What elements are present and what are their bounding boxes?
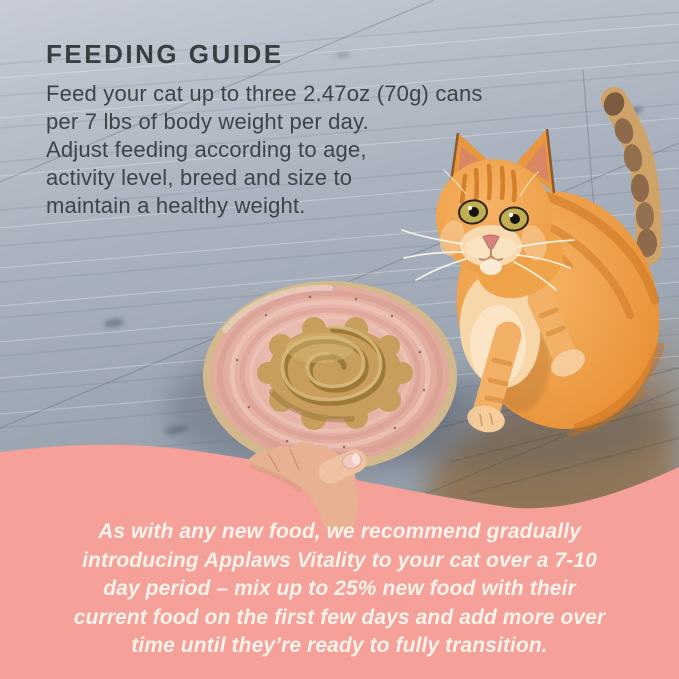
cat-mouth <box>479 248 503 261</box>
cat-eyes <box>458 199 529 232</box>
hand-illustration <box>247 442 367 533</box>
intro-line: activity level, breed and size to <box>46 165 353 190</box>
intro-line: maintain a healthy weight. <box>46 193 306 218</box>
forehead-stripes <box>459 163 517 205</box>
intro-line: Feed your cat up to three 2.47oz (70g) c… <box>46 81 483 106</box>
note-line: introducing Applaws Vitality to your cat… <box>82 548 597 572</box>
cat-nose <box>482 234 500 250</box>
food-swirl <box>257 317 413 430</box>
cat-tail <box>601 87 662 265</box>
pink-wave <box>0 444 679 679</box>
ginger-cat-illustration <box>360 87 670 473</box>
transition-note: As with any new food, we recommend gradu… <box>8 518 671 661</box>
intro-line: per 7 lbs of body weight per day. <box>46 109 369 134</box>
cat-head <box>401 128 575 299</box>
cat-paw <box>467 405 505 433</box>
note-line: As with any new food, we recommend gradu… <box>98 520 581 543</box>
note-line: day period – mix up to 25% new food with… <box>103 577 576 600</box>
cat-front-legs <box>467 287 585 433</box>
note-line: time until they’re ready to fully transi… <box>131 634 548 657</box>
page-title: FEEDING GUIDE <box>46 39 284 69</box>
note-line: current food on the first few days and a… <box>73 605 606 629</box>
cat-paw <box>551 349 585 377</box>
intro-line: Adjust feeding according to age, <box>46 137 367 162</box>
plate-illustration <box>166 281 458 474</box>
cat-whiskers <box>401 169 575 291</box>
intro-text: Feed your cat up to three 2.47oz (70g) c… <box>46 80 483 220</box>
